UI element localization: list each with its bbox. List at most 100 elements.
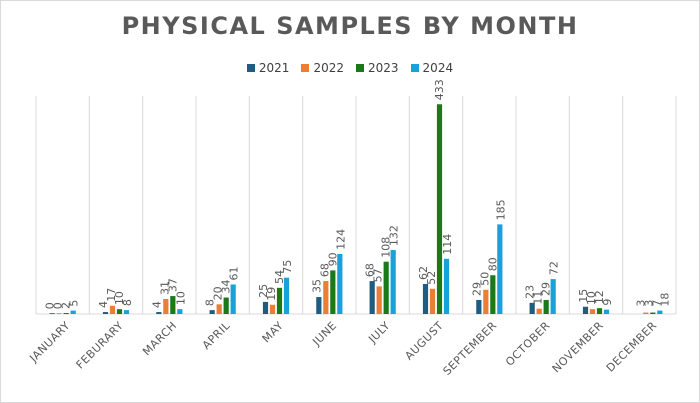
x-tick-label-january: JANUARY [26, 319, 72, 365]
x-tick-label-july: JULY [365, 319, 392, 346]
data-label: 80 [486, 257, 499, 271]
bar-2022-march [163, 298, 169, 314]
data-label: 3 [634, 300, 647, 307]
bar-2024-december [657, 310, 663, 314]
x-tick-label-december: DECEMBER [604, 319, 660, 375]
data-label: 90 [326, 252, 339, 266]
data-label: 185 [494, 199, 507, 220]
data-label: 61 [228, 266, 241, 280]
data-label: 9 [601, 299, 614, 306]
bar-2021-july [369, 281, 375, 314]
chart-title: PHYSICAL SAMPLES BY MONTH [121, 12, 579, 40]
data-label: 15 [577, 289, 590, 303]
bar-2022-july [376, 286, 382, 314]
x-tick-label-june: JUNE [309, 319, 339, 349]
data-label: 5 [68, 300, 81, 307]
bar-2023-march [170, 296, 176, 314]
data-label: 72 [548, 261, 561, 275]
bar-2021-august [422, 283, 429, 314]
bar-2021-january [49, 313, 55, 314]
data-label: 50 [478, 272, 491, 286]
data-label: 29 [540, 282, 553, 296]
data-label: 75 [281, 260, 294, 274]
data-label: 132 [388, 225, 401, 246]
legend-swatch-2024 [410, 64, 419, 72]
data-label: 4 [150, 301, 163, 308]
bar-2021-october [529, 302, 535, 314]
data-label: 54 [273, 270, 286, 284]
bar-2023-november [596, 308, 603, 314]
bar-2022-june [323, 281, 329, 314]
bar-2023-january [63, 313, 69, 314]
data-label: 37 [166, 278, 179, 292]
data-label: 35 [310, 279, 323, 293]
data-label: 20 [212, 286, 225, 300]
data-label: 8 [204, 299, 217, 306]
data-label: 62 [417, 266, 430, 280]
x-tick-label-august: AUGUST [402, 319, 446, 363]
bar-2024-feburary [123, 310, 130, 314]
data-label: 52 [425, 271, 438, 285]
legend-item-2022: 2022 [301, 61, 344, 75]
bar-2024-september [497, 224, 503, 314]
data-label: 57 [372, 268, 385, 282]
data-label: 68 [364, 263, 377, 277]
bar-2023-june [330, 270, 336, 314]
bar-2022-may [269, 304, 276, 314]
data-label: 4 [97, 301, 110, 308]
bar-2022-october [536, 308, 542, 314]
legend-label-2022: 2022 [313, 61, 344, 75]
x-tick-label-november: NOVEMBER [550, 319, 606, 375]
bar-2024-april [230, 284, 236, 314]
x-tick-label-september: SEPTEMBER [440, 319, 499, 378]
data-label: 8 [121, 299, 134, 306]
bar-2023-april [223, 297, 229, 314]
legend-swatch-2021 [246, 64, 255, 72]
data-label: 31 [158, 281, 171, 295]
data-label: 25 [257, 284, 270, 298]
x-tick-label-october: OCTOBER [503, 319, 553, 369]
x-tick-label-feburary: FEBURARY [74, 319, 127, 372]
bar-2022-november [589, 309, 596, 314]
data-label: 10 [113, 291, 126, 305]
data-label: 3 [642, 300, 655, 307]
bar-2021-june [316, 297, 322, 314]
bar-2024-january [70, 310, 76, 314]
data-label: 19 [265, 287, 278, 301]
data-label: 29 [470, 282, 483, 296]
bar-2024-may [283, 277, 290, 314]
legend-item-2021: 2021 [246, 61, 290, 75]
data-label: 114 [441, 234, 454, 255]
legend: 2021 2022 2023 2024 [0, 61, 700, 75]
data-label: 7 [650, 300, 663, 307]
bar-2024-november [603, 309, 610, 314]
bar-2022-january [56, 313, 62, 314]
data-label: 2 [60, 302, 73, 309]
bar-2021-november [582, 306, 589, 314]
x-tick-label-april: APRIL [200, 319, 233, 352]
bar-2022-feburary [109, 305, 116, 314]
data-label: 68 [318, 263, 331, 277]
bar-2021-feburary [102, 312, 109, 314]
legend-item-2023: 2023 [356, 61, 399, 75]
legend-item-2024: 2024 [410, 61, 454, 75]
data-label: 108 [380, 237, 393, 258]
bar-2023-october [543, 299, 549, 314]
bar-2023-august [436, 104, 443, 314]
bar-2021-may [262, 301, 269, 314]
data-label: 10 [585, 291, 598, 305]
bar-2022-september [483, 289, 489, 314]
data-label: 0 [52, 302, 65, 309]
bar-2023-may [276, 287, 283, 314]
x-tick-label-may: MAY [260, 319, 286, 345]
legend-label-2024: 2024 [422, 61, 454, 75]
legend-label-2021: 2021 [258, 61, 290, 75]
bar-2022-august [429, 288, 436, 314]
bar-2021-april [209, 310, 215, 314]
bar-2024-march [177, 309, 183, 314]
data-label: 34 [220, 280, 233, 294]
bar-2024-october [550, 279, 556, 314]
bar-2024-july [390, 250, 396, 314]
